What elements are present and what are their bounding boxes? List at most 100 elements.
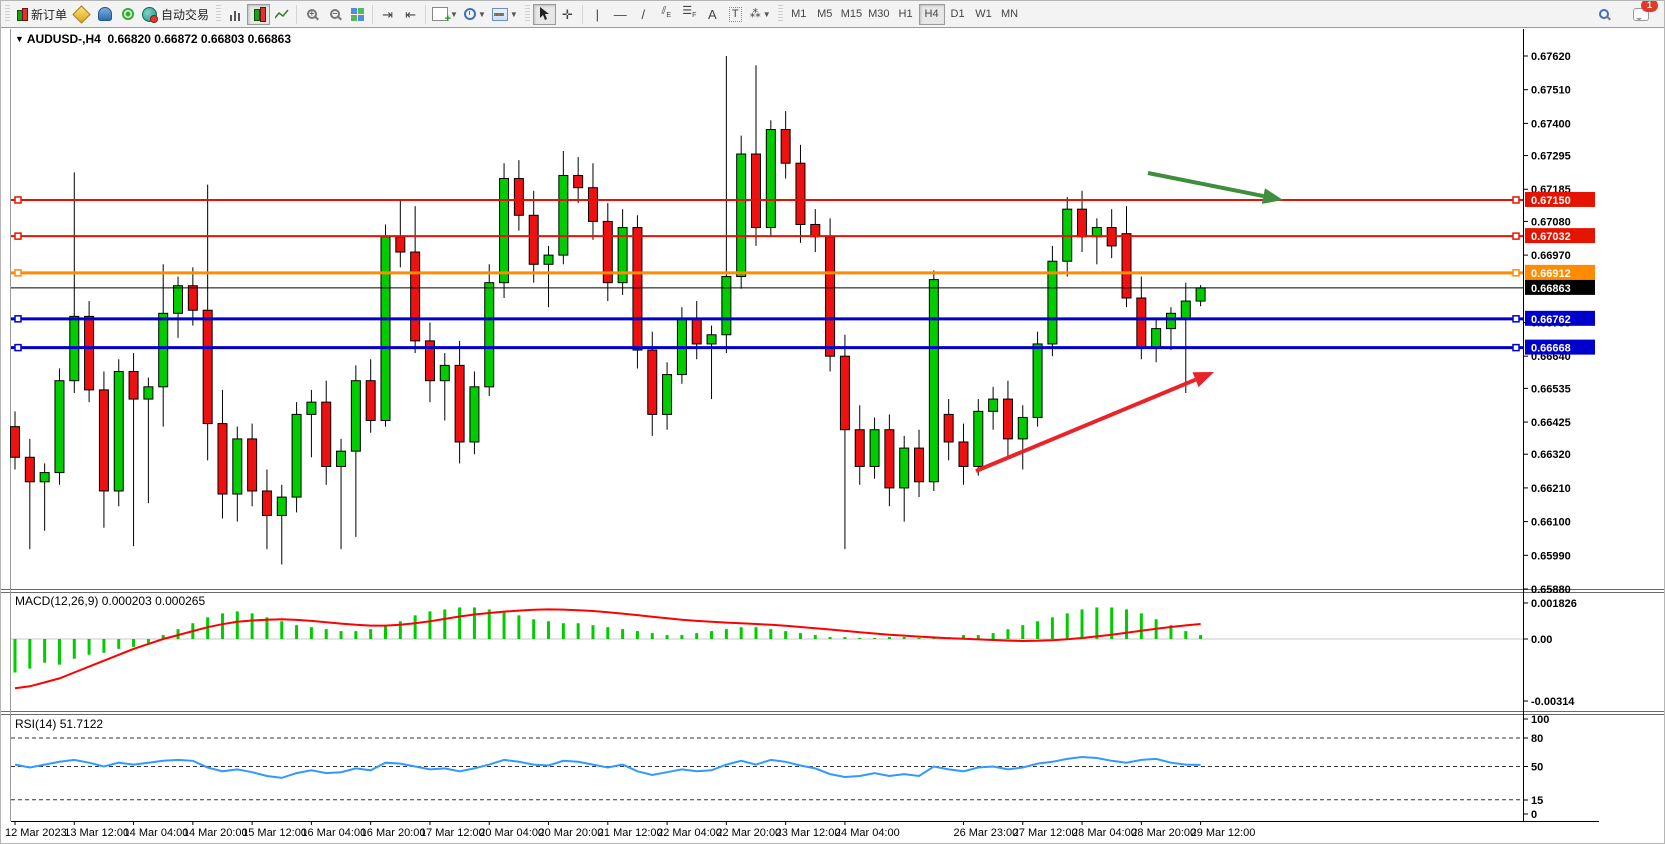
periods-button[interactable]: ▼ (461, 4, 489, 25)
zoom-in-button[interactable]: + (300, 4, 323, 25)
notification-badge: 1 (1641, 1, 1658, 12)
timeframe-m30-button[interactable]: M30 (868, 8, 890, 20)
auto-trading-label: 自动交易 (161, 7, 210, 22)
trendline-button[interactable]: / (632, 4, 655, 25)
indicators-button[interactable]: ▼ (429, 4, 461, 25)
timeframe-m1-button[interactable]: M1 (791, 8, 807, 20)
svg-text:0.001826: 0.001826 (1531, 598, 1577, 610)
macd-pane: 0.001826 0.00 -0.00314 (11, 598, 1577, 708)
chart-title: ▼ AUDUSD-,H4 0.66820 0.66872 0.66803 0.6… (15, 32, 291, 46)
svg-text:0.65880: 0.65880 (1531, 584, 1571, 596)
zoom-in-icon: + (306, 9, 317, 19)
line-chart-button[interactable] (270, 4, 293, 25)
horizontal-lines-layer (11, 196, 1523, 352)
red-arrow (1192, 372, 1214, 388)
toolbar-separator (372, 4, 374, 24)
macd-values: 0.000203 0.000265 (101, 594, 206, 608)
search-button[interactable] (1592, 4, 1615, 25)
cursor-button[interactable] (532, 3, 556, 25)
channel-icon: ⫽E (661, 5, 672, 20)
line-handle (14, 343, 22, 352)
text-label-icon: T (728, 6, 742, 22)
timeframe-h4-button[interactable]: H4 (918, 3, 945, 25)
fibonacci-button[interactable]: ☰F (678, 4, 701, 25)
signal-icon (121, 8, 134, 20)
svg-text:0.66425: 0.66425 (1531, 417, 1571, 429)
auto-trading-button[interactable]: 自动交易 (139, 4, 212, 25)
toolbar-separator (425, 4, 427, 24)
text-icon: A (707, 6, 717, 22)
notifications-button[interactable]: 1 (1629, 1, 1658, 25)
chart-frame (1, 27, 1664, 821)
timeframe-m5-button[interactable]: M5 (817, 8, 833, 20)
arrows-layer (975, 171, 1283, 473)
svg-text:23 Mar 12:00: 23 Mar 12:00 (776, 827, 841, 839)
line-chart-icon (274, 8, 289, 20)
timeframe-m15-button[interactable]: M15 (840, 8, 863, 20)
toolbar-separator (581, 4, 583, 24)
community-button[interactable] (93, 4, 116, 25)
svg-text:20 Mar 04:00: 20 Mar 04:00 (479, 827, 544, 839)
line-handle (1512, 269, 1520, 277)
svg-text:26 Mar 23:00: 26 Mar 23:00 (953, 827, 1018, 839)
svg-text:0.66210: 0.66210 (1531, 483, 1571, 495)
chart-shift-button[interactable]: ⇤ (399, 4, 422, 25)
macd-name: MACD(12,26,9) (15, 594, 99, 608)
chart-collapse-icon[interactable]: ▼ (15, 34, 24, 44)
timeframe-d1-button[interactable]: D1 (950, 8, 965, 20)
tile-windows-button[interactable] (346, 4, 369, 25)
chart-ohlc: 0.66820 0.66872 0.66803 0.66863 (107, 32, 292, 46)
search-icon (1598, 9, 1609, 19)
svg-text:13 Mar 12:00: 13 Mar 12:00 (64, 827, 129, 839)
svg-text:28 Mar 20:00: 28 Mar 20:00 (1131, 827, 1196, 839)
new-order-button[interactable]: 新订单 (13, 4, 70, 25)
auto-scroll-icon: ⇥ (382, 6, 393, 22)
svg-text:15 Mar 12:00: 15 Mar 12:00 (242, 827, 307, 839)
zoom-out-button[interactable]: − (323, 4, 346, 25)
candlestick-chart-button[interactable] (247, 3, 271, 25)
line-handle (14, 232, 22, 240)
crosshair-button[interactable]: ✛ (556, 4, 579, 25)
person-icon (97, 7, 112, 21)
candlestick-icon (253, 7, 266, 22)
line-handle (1512, 196, 1520, 204)
svg-text:0.66912: 0.66912 (1531, 268, 1571, 280)
rsi-pane: 100 80 50 15 0 (11, 714, 1549, 821)
timeframe-w1-button[interactable]: W1 (975, 8, 992, 20)
toolbar-grip (777, 5, 783, 23)
svg-text:22 Mar 04:00: 22 Mar 04:00 (657, 827, 722, 839)
zoom-out-icon: − (329, 9, 340, 19)
template-icon (491, 7, 508, 21)
chart-canvas[interactable]: 0.676200.675100.674000.672950.671850.670… (1, 27, 1665, 844)
text-label-button[interactable]: T (724, 4, 747, 25)
templates-button[interactable]: ▼ (489, 4, 521, 25)
svg-text:12 Mar 2023: 12 Mar 2023 (5, 827, 67, 839)
bar-chart-button[interactable] (224, 4, 247, 25)
channel-button[interactable]: ⫽E (655, 4, 678, 25)
rsi-name: RSI(14) (15, 717, 57, 731)
line-handle (14, 196, 22, 204)
chart-window: 0.67620 0.67510 0.67400 0.67295 0.67185 0.670… (1, 27, 1665, 844)
text-button[interactable]: A (701, 4, 724, 25)
dropdown-arrow-icon: ▼ (450, 9, 458, 19)
candles-layer (10, 56, 1206, 565)
gold-icon (72, 4, 91, 24)
toolbar-grip (216, 5, 222, 23)
toolbar-separator (296, 4, 298, 24)
auto-scroll-button[interactable]: ⇥ (376, 4, 399, 25)
cursor-icon (538, 7, 550, 21)
svg-text:0.66668: 0.66668 (1531, 343, 1571, 355)
timeframe-mn-button[interactable]: MN (1000, 8, 1019, 20)
svg-text:21 Mar 12:00: 21 Mar 12:00 (598, 827, 663, 839)
timeframe-h1-button[interactable]: H1 (898, 8, 913, 20)
dropdown-arrow-icon: ▼ (762, 9, 771, 19)
new-order-icon (16, 7, 28, 21)
horizontal-line-icon: — (613, 6, 627, 22)
signal-button[interactable] (116, 4, 139, 25)
svg-text:0.66100: 0.66100 (1531, 517, 1571, 529)
vertical-line-button[interactable]: | (586, 4, 609, 25)
gold-button[interactable] (70, 4, 93, 25)
horizontal-line-button[interactable]: — (609, 4, 632, 25)
shapes-button[interactable]: ⁂ ▼ (747, 4, 774, 25)
